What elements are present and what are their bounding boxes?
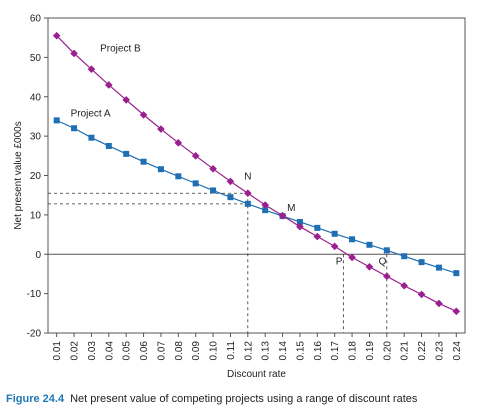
figure-number: Figure 24.4 — [6, 393, 65, 405]
data-point-project-b — [417, 290, 426, 299]
series-label: Project A — [71, 108, 111, 119]
y-tick-label: 50 — [30, 53, 42, 64]
y-tick-label: 40 — [30, 92, 42, 103]
data-point-project-a — [175, 173, 182, 180]
point-annotation-q: Q — [379, 256, 387, 267]
data-point-project-a — [349, 236, 356, 243]
x-tick-label: 0.03 — [87, 341, 98, 361]
data-point-project-b — [244, 189, 252, 198]
x-tick-label: 0.05 — [122, 341, 133, 361]
y-tick-label: -20 — [27, 329, 42, 340]
data-point-project-b — [157, 125, 165, 133]
x-tick-label: 0.16 — [313, 341, 324, 361]
data-point-project-b — [174, 139, 183, 147]
series-line-project-a — [56, 119, 457, 274]
data-point-project-b — [348, 253, 356, 262]
x-tick-label: 0.02 — [70, 341, 81, 361]
x-tick-label: 0.17 — [330, 341, 341, 361]
data-point-project-a — [296, 218, 303, 225]
data-point-project-b — [105, 81, 113, 89]
data-point-project-b — [261, 201, 269, 209]
data-point-project-a — [140, 158, 147, 165]
data-point-project-b — [52, 31, 61, 40]
x-tick-label: 0.12 — [243, 341, 254, 361]
y-tick-label: 60 — [30, 14, 42, 25]
point-annotation-p: P — [336, 256, 343, 267]
data-point-project-a — [401, 253, 408, 260]
data-point-project-b — [87, 65, 96, 73]
data-point-project-b — [296, 222, 304, 231]
data-point-project-b — [278, 211, 287, 220]
data-point-project-b — [226, 177, 235, 186]
npv-chart: -20 -10 0 10 20 30 40 50 60 0.01 0.02 0.03 0.04 0.05 0… — [13, 14, 466, 380]
y-tick-label: 20 — [30, 171, 42, 182]
y-axis-title: Net present value £000s — [13, 121, 24, 229]
data-point-project-a — [331, 230, 338, 237]
figure-caption: Figure 24.4 Net present value of competin… — [6, 393, 486, 405]
x-tick-label: 0.19 — [365, 341, 376, 361]
x-tick-label: 0.04 — [104, 341, 115, 361]
x-tick-label: 0.13 — [261, 341, 272, 361]
series-line-project-b — [56, 35, 457, 312]
point-annotation-m: M — [287, 203, 295, 214]
figure-caption-text: Net present value of competing projects … — [70, 393, 418, 405]
y-tick-label: 10 — [30, 210, 42, 221]
x-tick-label: 0.06 — [139, 341, 150, 361]
x-tick-label: 0.21 — [400, 341, 411, 361]
data-point-project-a — [53, 117, 60, 124]
data-point-project-a — [210, 187, 217, 194]
data-point-project-a — [435, 264, 442, 271]
data-point-project-a — [366, 241, 373, 248]
x-tick-label: 0.01 — [52, 341, 63, 361]
y-tick-label: 30 — [30, 132, 42, 143]
series-label: Project B — [100, 43, 141, 54]
y-tick-label: -10 — [27, 289, 42, 300]
data-point-project-b — [122, 96, 130, 104]
data-point-project-a — [71, 125, 78, 132]
data-point-project-b — [400, 281, 408, 290]
data-point-project-b — [365, 263, 374, 271]
data-point-project-a — [418, 259, 425, 266]
x-tick-label: 0.10 — [209, 341, 220, 361]
x-axis-title: Discount rate — [227, 369, 286, 380]
point-annotation-n: N — [244, 171, 251, 182]
x-tick-label: 0.24 — [452, 341, 463, 361]
x-tick-label: 0.20 — [382, 341, 393, 361]
data-point-project-b — [313, 232, 322, 241]
data-point-project-b — [191, 152, 200, 160]
data-point-project-a — [88, 134, 95, 141]
data-point-project-b — [139, 111, 148, 119]
data-point-project-a — [157, 166, 164, 173]
x-tick-label: 0.15 — [295, 341, 306, 361]
y-tick-label: 0 — [35, 250, 41, 261]
x-tick-label: 0.07 — [156, 341, 167, 361]
x-tick-label: 0.23 — [434, 341, 445, 361]
data-point-project-a — [262, 207, 269, 214]
data-point-project-b — [452, 307, 461, 316]
x-tick-label: 0.09 — [191, 341, 202, 361]
data-point-project-b — [70, 49, 78, 58]
data-point-project-b — [435, 299, 443, 308]
data-point-project-a — [244, 200, 251, 207]
x-tick-label: 0.14 — [278, 341, 289, 361]
data-point-project-a — [227, 194, 234, 201]
x-tick-label: 0.18 — [348, 341, 359, 361]
data-point-project-a — [192, 180, 199, 187]
data-point-project-a — [123, 150, 130, 157]
data-point-project-a — [383, 247, 390, 254]
data-point-project-b — [209, 165, 217, 173]
data-point-project-a — [453, 270, 460, 277]
data-point-project-b — [330, 242, 339, 251]
x-tick-label: 0.22 — [417, 341, 428, 361]
x-tick-label: 0.08 — [174, 341, 185, 361]
data-point-project-a — [105, 142, 112, 149]
data-point-project-b — [383, 272, 391, 281]
x-tick-label: 0.11 — [226, 341, 237, 360]
data-point-project-a — [314, 224, 321, 231]
